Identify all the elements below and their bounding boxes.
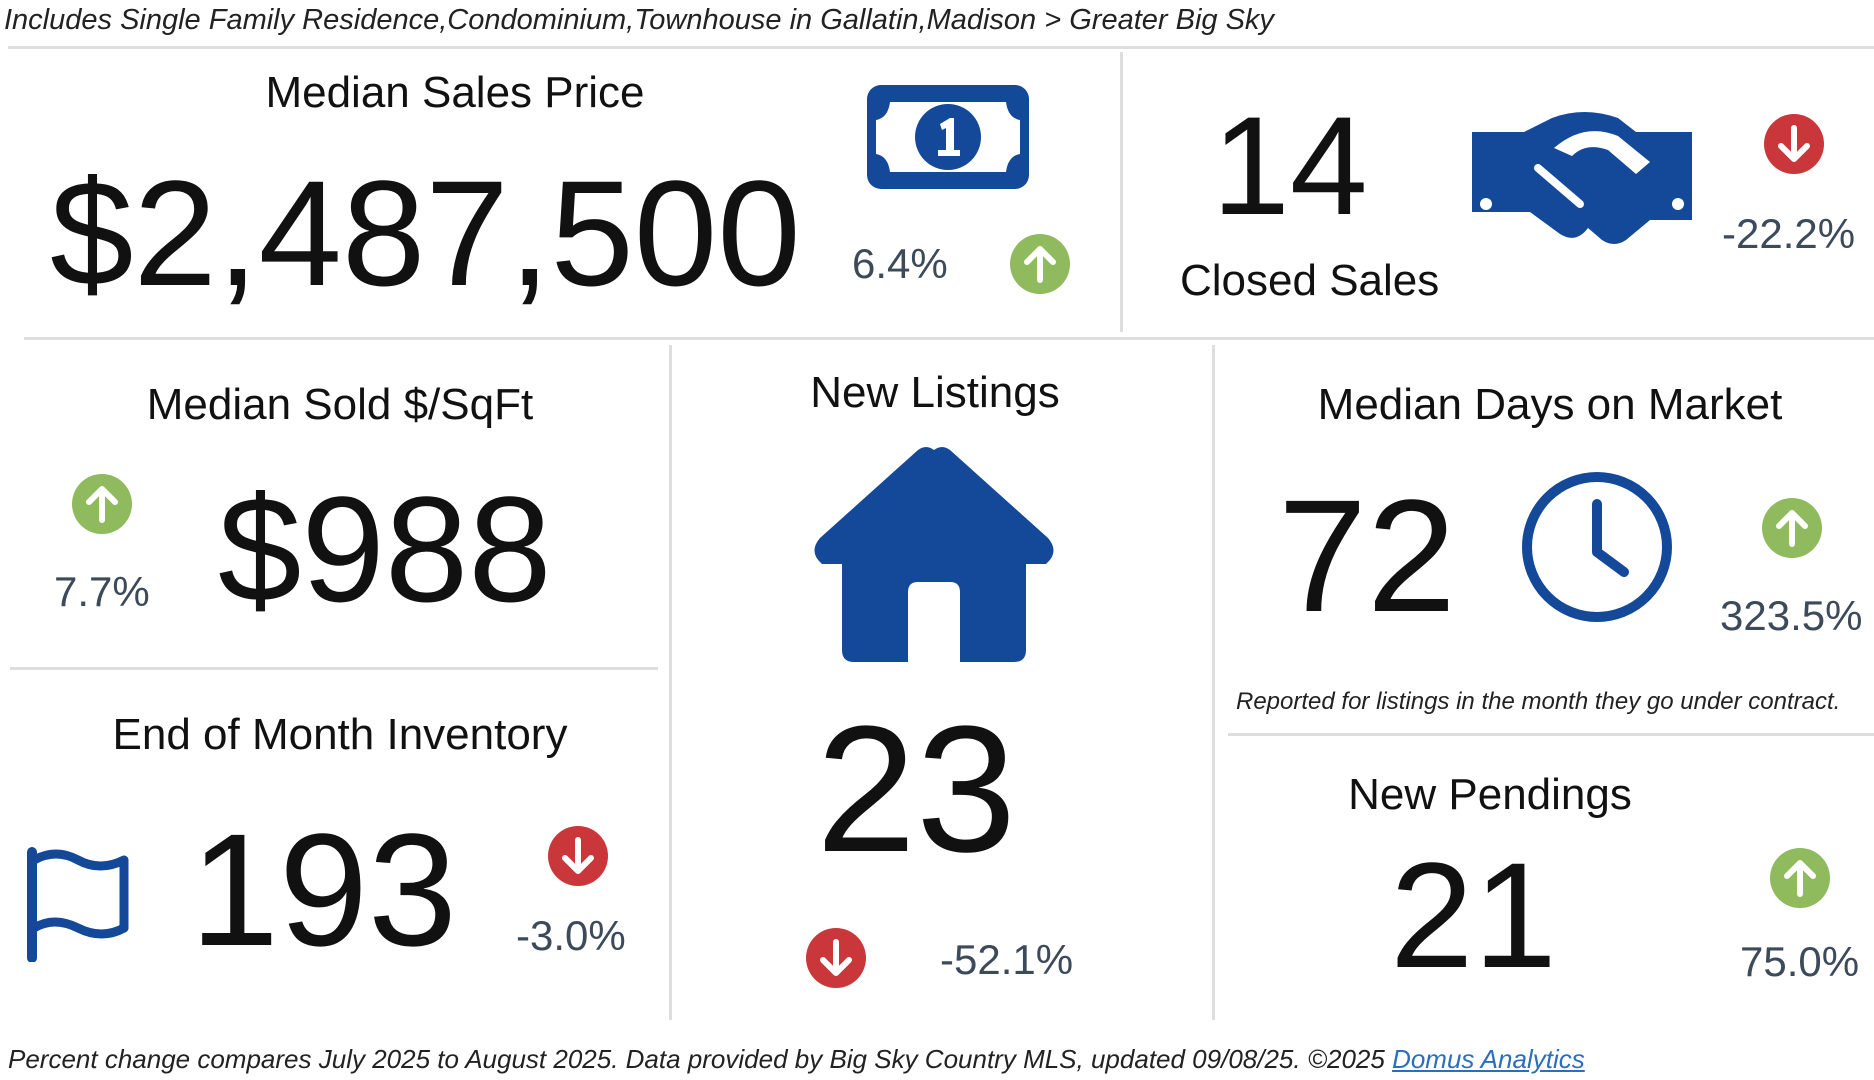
card-title: Median Sold $/SqFt: [146, 380, 534, 429]
card-title: Closed Sales: [1180, 256, 1440, 305]
divider: [669, 345, 672, 1020]
percent-change: 75.0%: [1740, 938, 1860, 985]
up-arrow-icon: [1762, 498, 1822, 558]
clock-icon: [1520, 470, 1674, 629]
handshake-icon: [1468, 108, 1696, 253]
card-title: End of Month Inventory: [112, 710, 568, 759]
divider: [1212, 345, 1215, 1020]
money-bill-icon: [862, 80, 1034, 199]
percent-change: 7.7%: [54, 568, 150, 615]
percent-change: 6.4%: [852, 240, 948, 287]
dom-note: Reported for listings in the month they …: [1236, 688, 1841, 715]
divider: [10, 667, 658, 670]
percent-change: -22.2%: [1722, 210, 1856, 257]
domus-analytics-link[interactable]: Domus Analytics: [1392, 1044, 1585, 1074]
metric-value: $2,487,500: [50, 149, 801, 317]
divider: [1120, 52, 1123, 332]
metric-value: 72: [1278, 466, 1456, 645]
percent-change: -52.1%: [940, 936, 1074, 983]
metric-value: 23: [816, 689, 1017, 890]
metric-value: 21: [1390, 831, 1557, 999]
divider: [8, 46, 1874, 49]
metric-value: $988: [218, 465, 552, 633]
up-arrow-icon: [1010, 234, 1070, 294]
filter-note: Includes Single Family Residence,Condomi…: [4, 4, 1274, 36]
up-arrow-icon: [72, 474, 132, 534]
metric-value: 14: [1212, 87, 1368, 244]
house-icon: [810, 442, 1058, 669]
card-title: New Listings: [810, 368, 1060, 417]
up-arrow-icon: [1770, 848, 1830, 908]
percent-change: 323.5%: [1720, 592, 1863, 639]
divider: [24, 337, 1874, 340]
card-title: Median Sales Price: [265, 68, 645, 117]
divider: [1228, 733, 1874, 736]
card-title: Median Days on Market: [1317, 380, 1783, 429]
footer-note: Percent change compares July 2025 to Aug…: [8, 1044, 1585, 1075]
down-arrow-icon: [548, 826, 608, 886]
card-title: New Pendings: [1348, 770, 1632, 819]
percent-change: -3.0%: [516, 912, 626, 959]
metric-value: 193: [190, 800, 457, 979]
flag-icon: [22, 846, 132, 967]
down-arrow-icon: [806, 928, 866, 988]
footer-text: Percent change compares July 2025 to Aug…: [8, 1044, 1393, 1074]
down-arrow-icon: [1764, 114, 1824, 174]
